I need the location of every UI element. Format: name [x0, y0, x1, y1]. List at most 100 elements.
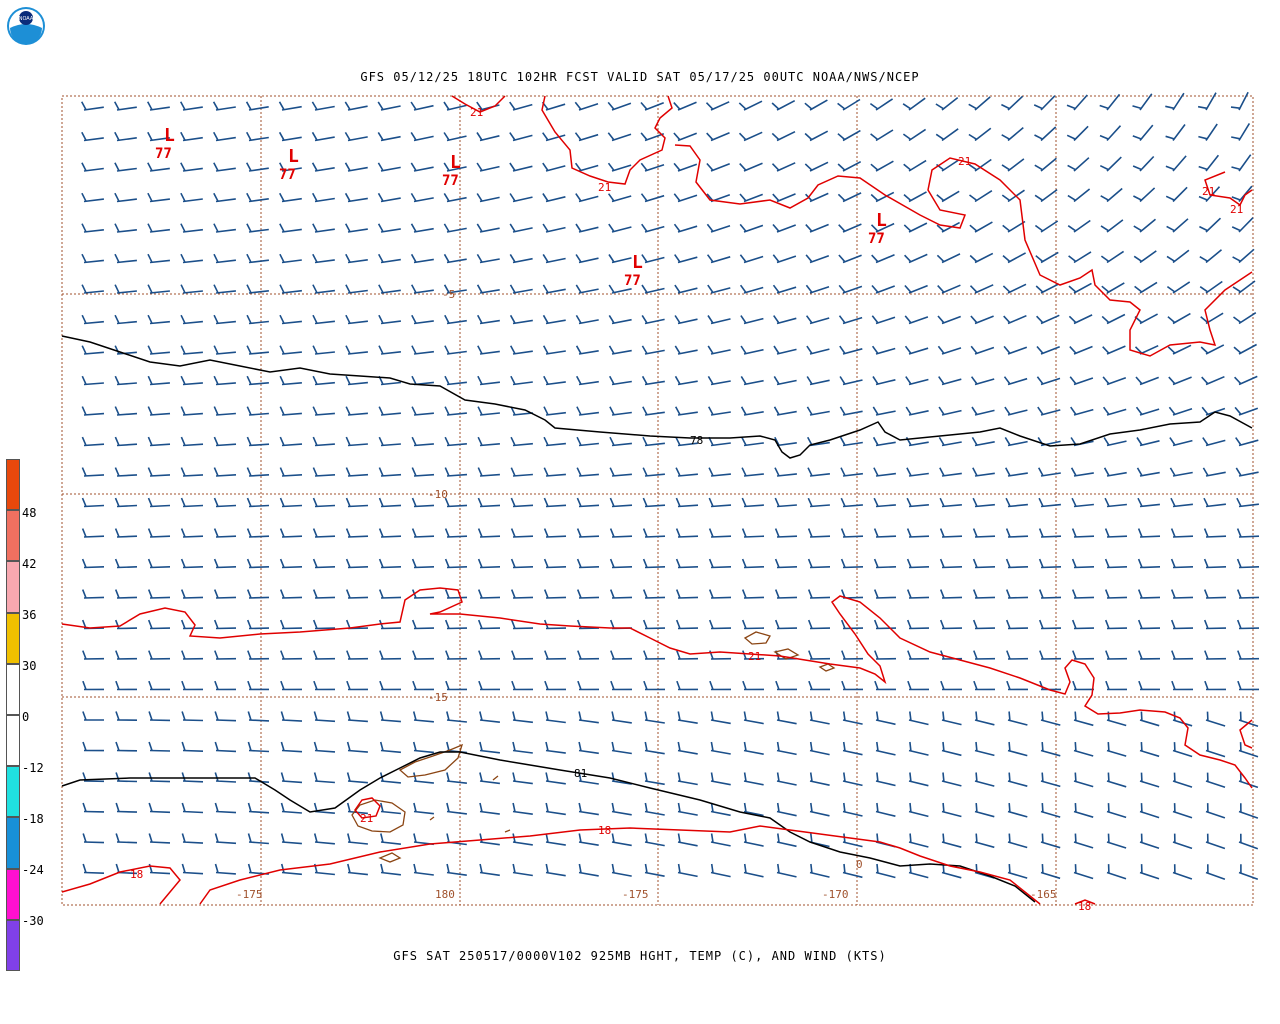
- wind-barb: [643, 650, 666, 660]
- colorbar-label: -18: [22, 812, 44, 826]
- wind-barb: [1104, 619, 1128, 630]
- wind-barb: [213, 406, 236, 416]
- height-contour-78: [61, 335, 1253, 459]
- wind-barb: [1069, 376, 1094, 386]
- wind-barb: [114, 314, 137, 325]
- wind-barb: [840, 467, 863, 477]
- wind-barb: [410, 101, 434, 111]
- wind-barb: [742, 680, 765, 691]
- wind-barb: [512, 772, 533, 785]
- wind-barb: [972, 528, 996, 538]
- temp-contour-21-top-west: [451, 95, 506, 113]
- temp-label: 21: [360, 812, 373, 825]
- wind-barb: [379, 711, 401, 723]
- wind-barb: [509, 284, 533, 294]
- colorbar-label: -12: [22, 761, 44, 775]
- wind-barb: [115, 741, 138, 752]
- wind-barb: [642, 619, 666, 630]
- wind-barb: [971, 406, 995, 416]
- wind-barb: [743, 741, 764, 755]
- wind-barb: [213, 375, 236, 386]
- wind-barb: [773, 315, 797, 325]
- wind-barb: [444, 436, 467, 447]
- wind-barb: [1199, 217, 1222, 233]
- wind-barb: [1105, 650, 1128, 660]
- wind-barb: [1133, 187, 1156, 203]
- wind-barb: [247, 802, 270, 814]
- wind-barb: [212, 131, 236, 142]
- wind-barb: [446, 802, 467, 815]
- wind-barb: [245, 131, 269, 142]
- wind-barb: [1035, 251, 1059, 264]
- wind-barb: [578, 833, 599, 846]
- wind-barb: [446, 711, 467, 723]
- wind-barb: [608, 375, 632, 386]
- wind-barb: [379, 680, 402, 691]
- wind-barb: [707, 406, 731, 416]
- wind-barb: [875, 741, 896, 756]
- wind-barb: [346, 711, 368, 723]
- wind-barb: [1102, 345, 1126, 355]
- wind-barb: [247, 680, 270, 691]
- wind-barb: [147, 131, 170, 142]
- wind-barb: [509, 253, 533, 264]
- wind-barb: [609, 589, 633, 599]
- wind-barb: [806, 406, 830, 416]
- wind-barb: [1034, 126, 1057, 142]
- wind-barb: [869, 98, 894, 111]
- wind-barb: [1172, 742, 1193, 758]
- wind-barb: [907, 650, 930, 660]
- wind-barb: [1203, 497, 1226, 508]
- wind-barb: [970, 345, 995, 355]
- wind-barb: [873, 619, 897, 630]
- wind-barb: [148, 680, 171, 691]
- wind-barb: [1198, 154, 1220, 172]
- wind-barb: [246, 436, 270, 447]
- wind-barb: [1067, 188, 1091, 203]
- wind-barb: [148, 711, 171, 722]
- svg-text:L: L: [876, 210, 887, 231]
- temp-label: 18: [1078, 900, 1091, 913]
- wind-barb: [313, 650, 336, 660]
- wind-barb: [640, 132, 665, 142]
- wind-barb: [1037, 436, 1061, 447]
- wind-barb: [805, 223, 829, 233]
- wind-barb: [708, 497, 732, 508]
- wind-barb: [181, 680, 204, 691]
- wind-barb: [345, 406, 368, 416]
- low-center: L 77: [279, 146, 299, 183]
- wind-barb: [246, 589, 270, 599]
- wind-barb: [180, 131, 203, 142]
- wind-barb: [114, 345, 137, 355]
- wind-barb: [82, 650, 105, 660]
- wind-barb: [773, 345, 797, 355]
- wind-barb: [870, 191, 895, 203]
- wind-barb: [443, 101, 467, 111]
- wind-barb: [609, 406, 632, 416]
- wind-barb: [1038, 619, 1062, 630]
- wind-barb: [378, 467, 402, 477]
- wind-barb: [180, 558, 204, 569]
- wind-barb: [213, 558, 237, 569]
- wind-barb: [838, 284, 863, 294]
- wind-barb: [180, 528, 204, 538]
- wind-barb: [147, 619, 171, 630]
- wind-barb: [180, 497, 204, 508]
- wind-barb: [642, 467, 665, 477]
- wind-barb: [740, 375, 764, 386]
- wind-barb: [278, 192, 302, 203]
- wind-barb: [839, 406, 863, 416]
- wind-barb: [1099, 93, 1121, 111]
- wind-barb: [968, 158, 992, 172]
- wind-barb: [972, 589, 996, 599]
- temp-label: 21: [748, 650, 761, 663]
- wind-barb: [1132, 93, 1153, 111]
- wind-barb: [344, 223, 368, 233]
- wind-barb: [1167, 312, 1191, 325]
- wind-barb: [935, 128, 959, 142]
- wind-barb: [412, 680, 435, 691]
- wind-barb: [312, 406, 335, 416]
- wind-barb: [1038, 558, 1062, 569]
- low-center: L 77: [155, 125, 175, 162]
- wind-barb: [577, 650, 600, 660]
